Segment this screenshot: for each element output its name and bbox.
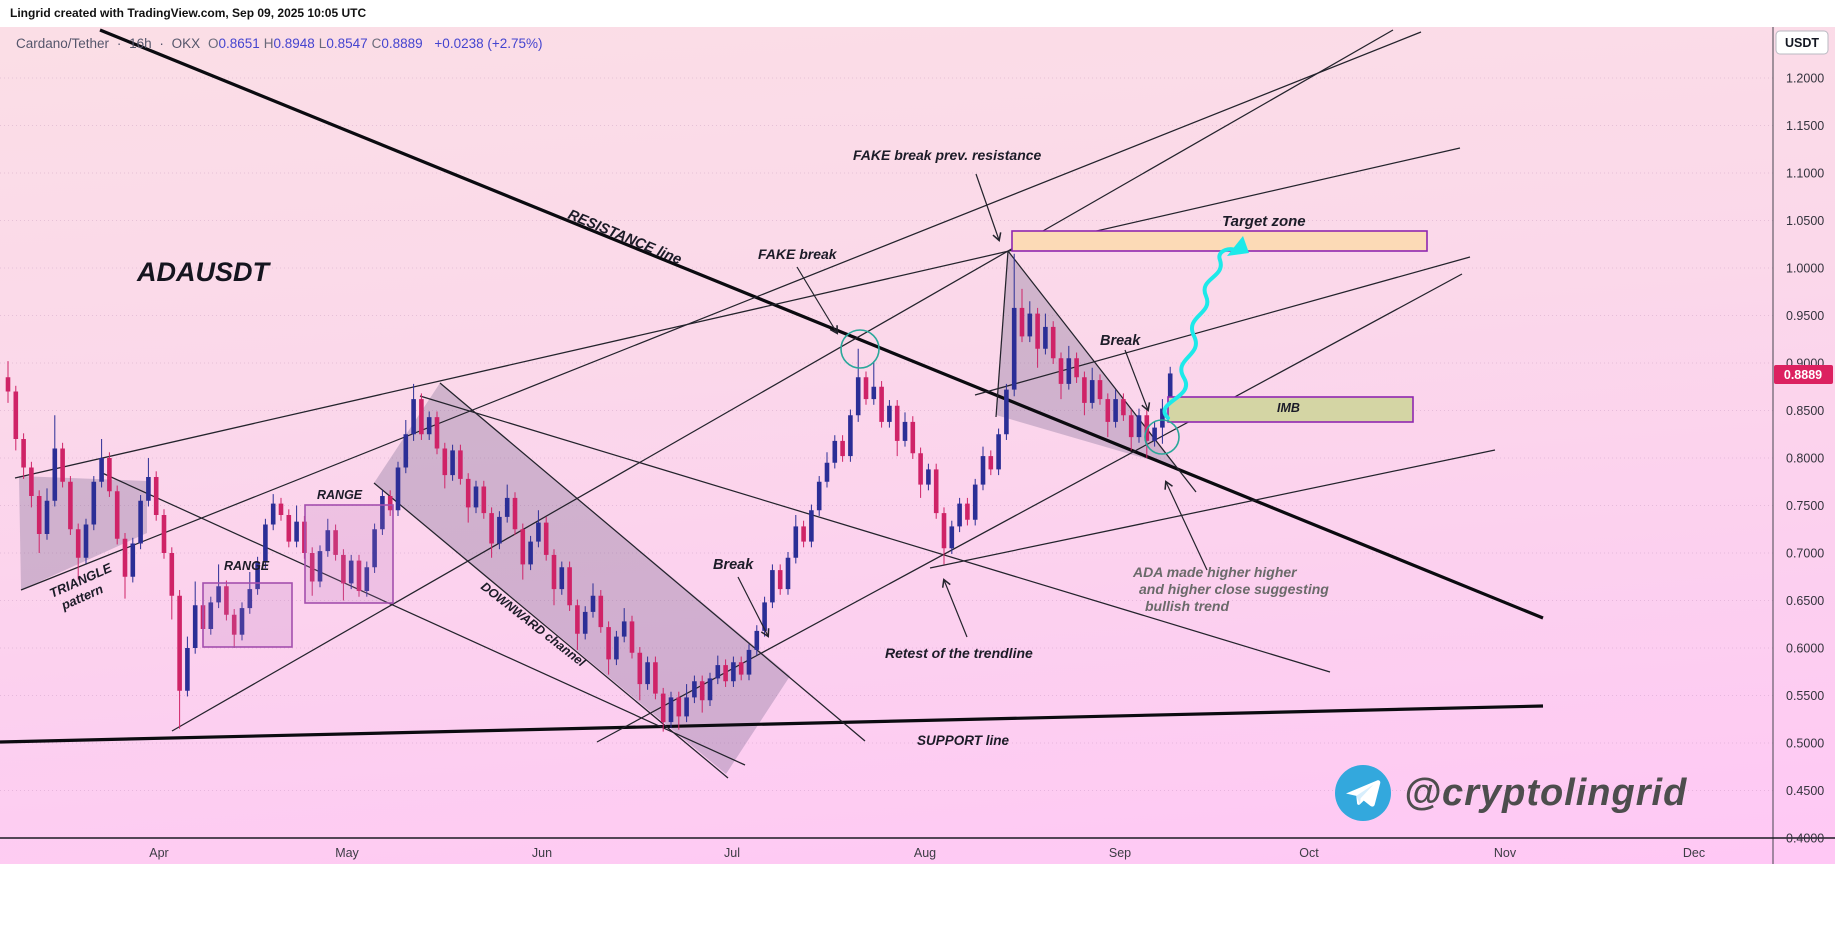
triangle-bottom-extended: [20, 31, 1422, 591]
price-tick-0.4500: 0.4500: [1786, 784, 1824, 798]
wedge-right-edge: [1007, 250, 1197, 493]
month-label-Oct: Oct: [1299, 846, 1319, 860]
month-label-Apr: Apr: [149, 846, 168, 860]
bullish-note: ADA made higher higher and higher close s…: [1132, 564, 1329, 614]
telegram-icon: [1335, 765, 1391, 821]
price-tick-0.5000: 0.5000: [1786, 737, 1824, 751]
break-2-arrow: [1124, 349, 1151, 412]
ohlc-value-L: 0.8547: [326, 36, 368, 51]
symbol-legend: Cardano/Tether · 16h · OKX O0.8651 H0.894…: [16, 36, 543, 51]
ohlc-value-O: 0.8651: [218, 36, 260, 51]
price-tick-0.8500: 0.8500: [1786, 404, 1824, 418]
price-tick-1.0000: 1.0000: [1786, 262, 1824, 276]
drawn-zones[interactable]: [202, 230, 1428, 648]
chart-background: [0, 27, 1835, 864]
downward-channel-fill: [374, 383, 790, 774]
ohlc-label-H: H: [263, 36, 274, 51]
range-box-2: [304, 504, 394, 604]
ohlc-values: O0.8651 H0.8948 L0.8547 C0.8889: [208, 36, 427, 51]
fake-break-circle: [840, 329, 880, 369]
month-label-May: May: [335, 846, 359, 860]
channel-top-edge: [439, 382, 866, 742]
shallow-rising-line-lower: [929, 449, 1496, 569]
bottom-bar: TradingView: [0, 864, 1835, 927]
month-label-Nov: Nov: [1494, 846, 1517, 860]
ohlc-label-C: C: [371, 36, 382, 51]
retest-label: Retest of the trendline: [885, 645, 1033, 661]
shallow-rising-line-upper: [974, 256, 1471, 396]
price-tick-1.1500: 1.1500: [1786, 119, 1824, 133]
price-tick-0.9500: 0.9500: [1786, 309, 1824, 323]
channel-bottom-edge: [373, 482, 729, 779]
currency-badge[interactable]: USDT: [1775, 30, 1829, 55]
month-label-Aug: Aug: [914, 846, 936, 860]
axes: [0, 27, 1835, 864]
price-tick-0.5500: 0.5500: [1786, 689, 1824, 703]
chart-title: ADAUSDT: [136, 257, 272, 287]
target-zone: [1011, 230, 1428, 252]
descending-minor-line: [99, 471, 746, 766]
interval[interactable]: 16h: [129, 36, 152, 51]
price-tick-0.4000: 0.4000: [1786, 832, 1824, 846]
month-label-Sep: Sep: [1109, 846, 1131, 860]
ohlc-value-H: 0.8948: [273, 36, 315, 51]
triangle-top-extended: [14, 147, 1461, 479]
ohlc-value-C: 0.8889: [381, 36, 423, 51]
range-box-1: [202, 582, 293, 648]
price-tick-0.7500: 0.7500: [1786, 499, 1824, 513]
svg-text:0.8889: 0.8889: [1784, 368, 1822, 382]
imb-zone: [1167, 396, 1414, 423]
support-line-label: SUPPORT line: [917, 733, 1010, 748]
resistance-line: [99, 28, 1544, 620]
attribution-bar: Lingrid created with TradingView.com, Se…: [0, 0, 1835, 27]
fake-break-prev-label: FAKE break prev. resistance: [853, 147, 1042, 163]
projection-wave-arrow[interactable]: [1162, 236, 1249, 420]
break-1-arrow: [737, 576, 770, 638]
candlestick-series: [5, 253, 1173, 732]
watermark: @cryptolingrid: [1334, 764, 1687, 822]
descending-channel-outer: [419, 395, 1331, 673]
retest-arrow: [941, 578, 968, 638]
imb-label: IMB: [1277, 401, 1300, 415]
annotation-arrows: [737, 173, 1208, 638]
note-arrow: [1164, 480, 1208, 571]
range-1-label: RANGE: [224, 559, 270, 573]
highlight-circles[interactable]: [840, 329, 1180, 455]
price-tick-0.8000: 0.8000: [1786, 452, 1824, 466]
symbol-name[interactable]: Cardano/Tether: [16, 36, 110, 51]
break-1-label: Break: [713, 557, 754, 573]
ohlc-label-L: L: [318, 36, 327, 51]
break-2-label: Break: [1100, 333, 1141, 349]
ohlc-label-O: O: [207, 36, 219, 51]
change-value: +0.0238 (+2.75%): [434, 36, 543, 51]
month-label-Jul: Jul: [724, 846, 740, 860]
exchange: OKX: [171, 36, 201, 51]
month-label-Jun: Jun: [532, 846, 552, 860]
price-tick-1.2000: 1.2000: [1786, 72, 1824, 86]
fake-break-prev-arrow: [975, 173, 1002, 242]
range-2-label: RANGE: [317, 488, 363, 502]
price-tick-0.6000: 0.6000: [1786, 642, 1824, 656]
price-tick-1.1000: 1.1000: [1786, 167, 1824, 181]
watermark-handle: @cryptolingrid: [1404, 771, 1688, 814]
projection-wave-arrow: [1162, 247, 1242, 420]
target-zone-label: Target zone: [1222, 213, 1306, 230]
higher-low-circle: [1144, 419, 1180, 455]
april-low-trendline: [171, 29, 1394, 732]
support-line: [0, 704, 1544, 744]
wedge-left-edge: [995, 250, 1009, 418]
fake-break-label: FAKE break: [758, 246, 838, 262]
price-tick-0.6500: 0.6500: [1786, 594, 1824, 608]
svg-text:USDT: USDT: [1785, 36, 1819, 50]
price-tick-0.7000: 0.7000: [1786, 547, 1824, 561]
current-price-badge: 0.8889: [1774, 365, 1833, 384]
price-tick-1.0500: 1.0500: [1786, 214, 1824, 228]
attribution-text: Lingrid created with TradingView.com, Se…: [10, 6, 367, 20]
month-label-Dec: Dec: [1683, 846, 1705, 860]
fake-break-arrow: [796, 266, 839, 335]
